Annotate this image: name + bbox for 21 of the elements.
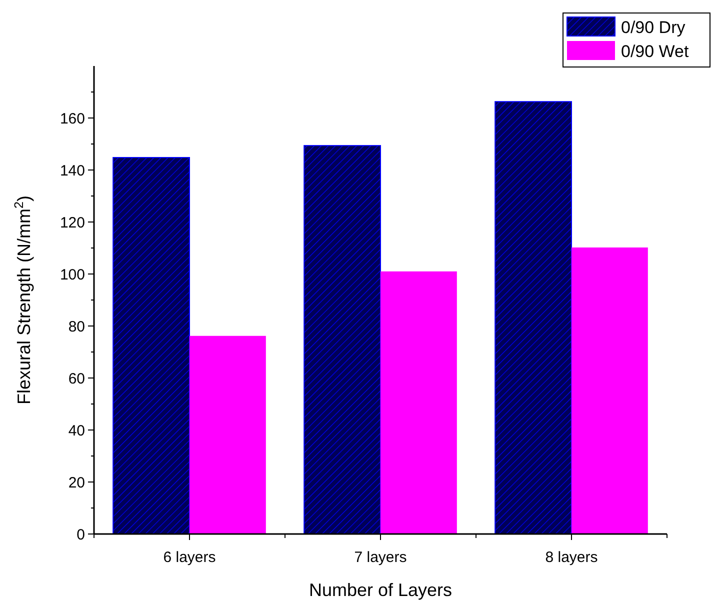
y-tick-label: 160: [60, 110, 85, 128]
bar: [190, 336, 266, 534]
bar: [304, 145, 381, 534]
y-tick-label: 20: [68, 474, 85, 492]
x-tick-label: 6 layers: [163, 549, 216, 566]
y-tick-label: 120: [60, 214, 85, 232]
x-tick-label: 8 layers: [545, 549, 598, 566]
y-tick-label: 60: [68, 370, 85, 388]
bar: [380, 271, 457, 534]
y-tick-label: 100: [60, 266, 85, 284]
y-tick-label: 0: [76, 526, 85, 544]
legend-label: 0/90 Dry: [621, 18, 686, 37]
bar: [112, 157, 190, 534]
y-tick-label: 140: [60, 162, 85, 180]
bar: [494, 101, 572, 534]
bar: [572, 247, 648, 534]
x-axis-title: Number of Layers: [308, 580, 452, 600]
y-tick-label: 80: [68, 318, 85, 336]
legend-label: 0/90 Wet: [621, 42, 690, 61]
x-tick-label: 7 layers: [354, 549, 407, 566]
y-tick-label: 40: [68, 422, 85, 440]
